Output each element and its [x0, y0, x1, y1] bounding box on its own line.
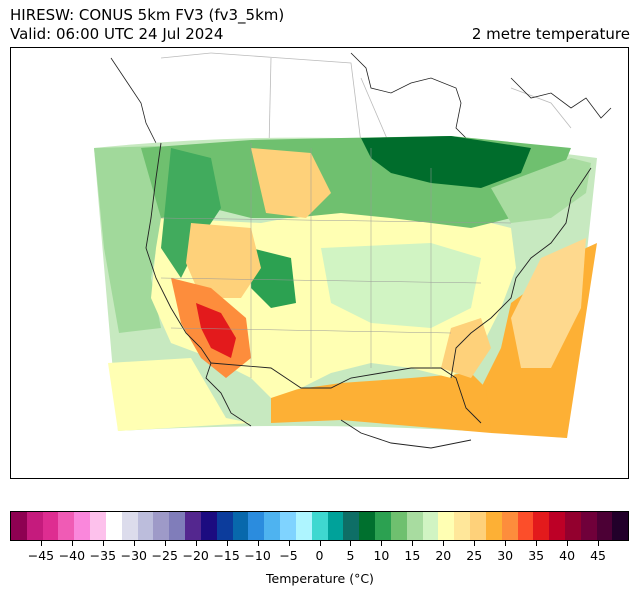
colorbar-swatch [596, 512, 613, 540]
colorbar-swatch [11, 512, 27, 540]
colorbar-swatch [121, 512, 138, 540]
colorbar-swatch [343, 512, 360, 540]
colorbar-tick [412, 541, 414, 546]
colorbar-tick [226, 541, 228, 546]
colorbar-tick-label: 45 [590, 548, 606, 563]
coastlines [145, 142, 592, 449]
colorbar-tick [288, 541, 290, 546]
colorbar-swatch [248, 512, 265, 540]
colorbar-tick-label: −35 [89, 548, 117, 563]
colorbar-swatch [485, 512, 502, 540]
state-borders [160, 143, 512, 378]
atlantic-mild-region [511, 238, 586, 368]
colorbar-swatch [501, 512, 518, 540]
colorbar-swatch [169, 512, 186, 540]
pacific-south-region [108, 358, 251, 431]
map-title: HIRESW: CONUS 5km FV3 (fv3_5km) Valid: 0… [10, 6, 284, 44]
colorbar-tick [195, 541, 197, 546]
colorbar-swatch [470, 512, 486, 540]
colorbar-swatch [137, 512, 154, 540]
colorbar-tick [164, 541, 166, 546]
colorbar-swatch [549, 512, 565, 540]
colorbar-tick [536, 541, 538, 546]
colorbar-swatch [232, 512, 249, 540]
colorbar-swatch [153, 512, 170, 540]
colorbar-swatch [200, 512, 217, 540]
colorbar-tick-label: −20 [182, 548, 209, 563]
colorbar-swatch [311, 512, 328, 540]
plains-pale-green [321, 243, 481, 328]
country-borders [160, 52, 572, 149]
coastlines-north [110, 52, 612, 144]
colorbar-swatch [375, 512, 391, 540]
colorbar-tick [71, 541, 73, 546]
colorbar-tick [443, 541, 445, 546]
colorbar-tick-label: −15 [213, 548, 240, 563]
colorbar-tick [598, 541, 600, 546]
great-lakes-green [491, 158, 591, 223]
colorbar-swatch [216, 512, 233, 540]
rockies-green-south [251, 248, 296, 308]
colorbar-tick-label: 15 [404, 548, 421, 563]
colorbar-swatch [74, 512, 91, 540]
colorbar-tick [102, 541, 104, 546]
title-model-line: HIRESW: CONUS 5km FV3 (fv3_5km) [10, 6, 285, 24]
colorbar-swatch [438, 512, 455, 540]
pacific-cool-region [94, 146, 161, 333]
colorbar-tick [257, 541, 259, 546]
colorbar-tick [133, 541, 135, 546]
colorbar-swatch [327, 512, 344, 540]
colorbar-tick-label: −45 [27, 548, 55, 563]
field-name: 2 metre temperature [471, 25, 630, 43]
colorbar-tick-label: −30 [120, 548, 147, 563]
colorbar-swatch [58, 512, 75, 540]
colorbar-tick-label: −5 [279, 548, 298, 563]
colorbar-tick [381, 541, 383, 546]
colorbar-ticks: −45 −40 −35 −30 −25 −20 −15 −10 −5 0 5 10 15 20 25 30 35… [10, 541, 629, 565]
map-canvas [94, 52, 612, 449]
colorbar-swatch [454, 512, 471, 540]
colorbar-swatch [295, 512, 312, 540]
colorbar-swatch [264, 512, 281, 540]
colorbar-swatch [517, 512, 534, 540]
colorbar-swatch [612, 512, 629, 540]
colorbar-swatch [580, 512, 597, 540]
colorbar-swatch [26, 512, 43, 540]
colorbar-tick [474, 541, 476, 546]
colorbar-tick-label: −25 [151, 548, 178, 563]
colorbar-tick [567, 541, 569, 546]
colorbar-swatch [406, 512, 423, 540]
colorbar-swatch [422, 512, 439, 540]
colorbar-swatch [564, 512, 581, 540]
colorbar-tick-label: 10 [373, 548, 390, 563]
colorbar-tick-label: 20 [435, 548, 452, 563]
colorbar-tick-label: −40 [58, 548, 86, 563]
colorbar-tick-label: 0 [315, 548, 324, 563]
colorbar-tick [40, 541, 42, 546]
colorbar-swatch [359, 512, 376, 540]
colorbar-tick-label: −10 [244, 548, 271, 563]
colorbar-swatch [185, 512, 201, 540]
desert-very-hot [196, 303, 236, 358]
colorbar-tick-label: 5 [346, 548, 355, 563]
colorbar-tick [319, 541, 321, 546]
colorbar-swatch [105, 512, 122, 540]
temperature-map [10, 47, 629, 479]
colorbar-swatch [280, 512, 296, 540]
colorbar-tick-label: 35 [528, 548, 545, 563]
colorbar-tick [505, 541, 507, 546]
colorbar-swatch [42, 512, 59, 540]
colorbar-tick-label: 25 [466, 548, 483, 563]
colorbar-tick-label: 30 [497, 548, 514, 563]
colorbar-label: Temperature (°C) [266, 571, 374, 586]
title-valid-line: Valid: 06:00 UTC 24 Jul 2024 [10, 25, 224, 43]
rockies-green [161, 148, 221, 278]
colorbar [10, 511, 629, 541]
colorbar-swatch [90, 512, 106, 540]
colorbar-tick [350, 541, 352, 546]
colorbar-tick-label: 40 [559, 548, 576, 563]
colorbar-swatch [533, 512, 550, 540]
northern-dark-green [361, 136, 531, 188]
colorbar-swatch [390, 512, 407, 540]
